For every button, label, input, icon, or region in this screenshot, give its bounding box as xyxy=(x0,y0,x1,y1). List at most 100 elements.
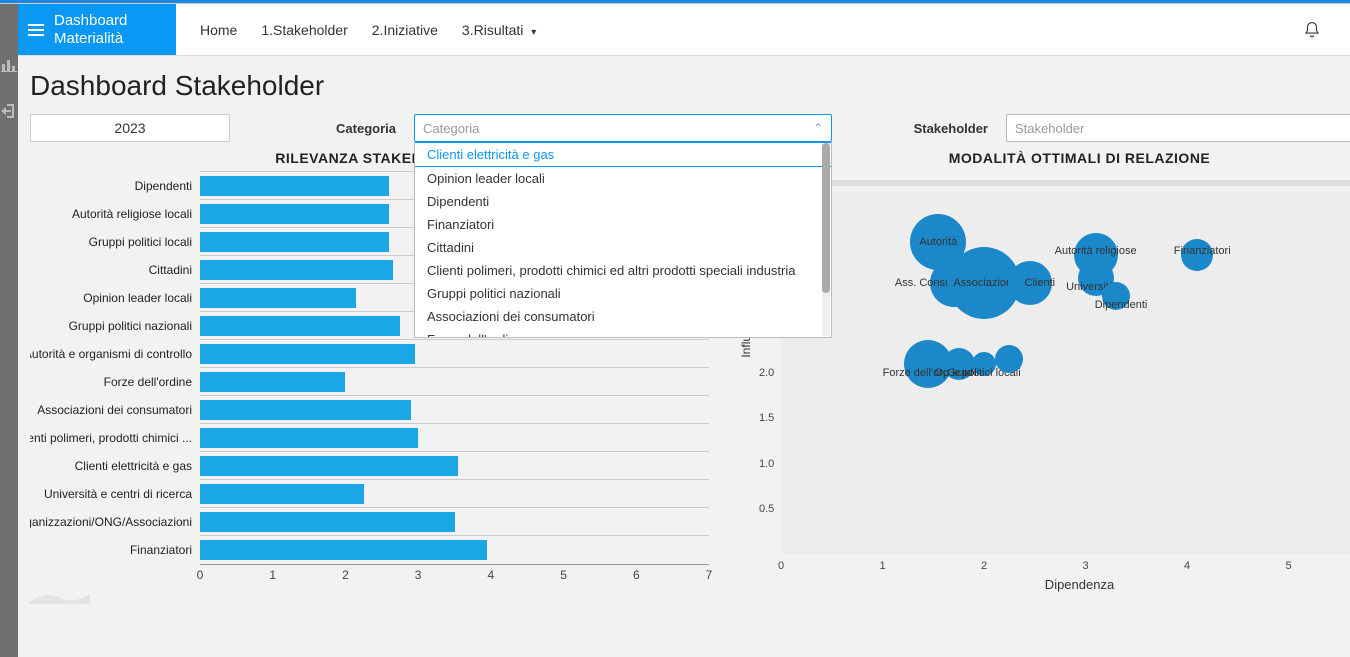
bar-category-label: Forze dell'ordine xyxy=(30,368,192,396)
scatter-bubble-label: Autorità religiose xyxy=(1055,245,1137,257)
scatter-y-tick: 0.5 xyxy=(759,503,774,515)
chevron-down-icon: ▾ xyxy=(531,27,536,38)
scatter-x-tick: 4 xyxy=(1184,560,1190,572)
scatter-bubble-label: Finanziatori xyxy=(1174,245,1231,257)
categoria-label: Categoria xyxy=(306,121,396,136)
categoria-option[interactable]: Cittadini xyxy=(415,236,831,259)
categoria-option[interactable]: Associazioni dei consumatori xyxy=(415,305,831,328)
bar-row xyxy=(200,480,709,508)
nav-risultati[interactable]: 3.Risultati ▾ xyxy=(462,22,536,38)
bar[interactable] xyxy=(200,484,364,504)
chart-icon[interactable] xyxy=(0,56,18,74)
left-rail xyxy=(0,4,18,657)
categoria-option[interactable]: Clienti elettricità e gas xyxy=(415,142,831,167)
scatter-x-tick: 5 xyxy=(1285,560,1291,572)
nav: Home 1.Stakeholder 2.Iniziative 3.Risult… xyxy=(176,4,536,55)
bar-row xyxy=(200,536,709,564)
bar[interactable] xyxy=(200,372,345,392)
nav-iniziative[interactable]: 2.Iniziative xyxy=(372,22,438,38)
bar-category-label: Associazioni dei consumatori xyxy=(30,396,192,424)
bar[interactable] xyxy=(200,176,389,196)
categoria-option[interactable]: Dipendenti xyxy=(415,190,831,213)
scatter-bubble-label: Dipendenti xyxy=(1095,299,1148,311)
stakeholder-placeholder: Stakeholder xyxy=(1015,121,1084,136)
hamburger-icon[interactable] xyxy=(28,24,44,36)
bar-row xyxy=(200,424,709,452)
stakeholder-select[interactable]: Stakeholder ⌄ xyxy=(1006,114,1350,142)
bar[interactable] xyxy=(200,428,418,448)
bar-category-label: Autorità e organismi di controllo xyxy=(30,340,192,368)
bar-x-tick: 4 xyxy=(488,568,495,582)
categoria-option[interactable]: Opinion leader locali xyxy=(415,167,831,190)
bar-category-label: Università e centri di ricerca xyxy=(30,480,192,508)
bar-category-label: Clienti elettricità e gas xyxy=(30,452,192,480)
scatter-y-tick: 2.0 xyxy=(759,367,774,379)
bar-row xyxy=(200,452,709,480)
scatter-x-tick: 1 xyxy=(879,560,885,572)
brand-line2: Materialità xyxy=(54,30,127,48)
bar-x-tick: 2 xyxy=(342,568,349,582)
categoria-option[interactable]: Forze dell'ordine xyxy=(415,328,831,338)
stakeholder-label: Stakeholder xyxy=(908,121,988,136)
nav-home[interactable]: Home xyxy=(200,22,237,38)
bar-row xyxy=(200,368,709,396)
scatter-y-tick: 1.0 xyxy=(759,458,774,470)
bar-x-tick: 3 xyxy=(415,568,422,582)
categoria-option[interactable]: Gruppi politici nazionali xyxy=(415,282,831,305)
nav-stakeholder[interactable]: 1.Stakeholder xyxy=(261,22,347,38)
notifications-icon[interactable] xyxy=(1303,21,1321,39)
bar-x-tick: 5 xyxy=(560,568,567,582)
bar-row xyxy=(200,340,709,368)
bar-category-label: Dipendenti xyxy=(30,172,192,200)
chevron-up-icon: ⌃ xyxy=(813,121,823,135)
dropdown-scrollbar[interactable] xyxy=(822,143,830,336)
bar[interactable] xyxy=(200,344,415,364)
year-filter[interactable]: 2023 xyxy=(30,114,230,142)
page-title: Dashboard Stakeholder xyxy=(30,70,1350,102)
bar-category-label: Opinion leader locali xyxy=(30,284,192,312)
bar-x-tick: 0 xyxy=(197,568,204,582)
bar[interactable] xyxy=(200,456,458,476)
scatter-x-range[interactable] xyxy=(781,180,1350,186)
scatter-bubble-label: Clienti xyxy=(1025,277,1056,289)
bar-category-label: Autorità religiose locali xyxy=(30,200,192,228)
topbar: Dashboard Materialità Home 1.Stakeholder… xyxy=(18,4,1350,56)
bar-category-label: Finanziatori xyxy=(30,536,192,564)
bar-category-label: Clienti polimeri, prodotti chimici ... xyxy=(30,424,192,452)
bar-x-tick: 1 xyxy=(269,568,276,582)
bar-x-tick: 6 xyxy=(633,568,640,582)
categoria-option[interactable]: Clienti polimeri, prodotti chimici ed al… xyxy=(415,259,831,282)
bar-category-label: Cittadini xyxy=(30,256,192,284)
logout-icon[interactable] xyxy=(0,102,18,120)
categoria-select[interactable]: Categoria ⌃ xyxy=(414,114,832,142)
brand-line1: Dashboard xyxy=(54,12,127,30)
bar[interactable] xyxy=(200,540,487,560)
scatter-bubble[interactable] xyxy=(995,345,1023,373)
scatter-x-tick: 2 xyxy=(981,560,987,572)
bar-row xyxy=(200,396,709,424)
categoria-dropdown: Clienti elettricità e gasOpinion leader … xyxy=(414,142,832,338)
categoria-placeholder: Categoria xyxy=(423,121,479,136)
bar[interactable] xyxy=(200,512,455,532)
scatter-x-tick: 3 xyxy=(1082,560,1088,572)
scatter-y-tick: 1.5 xyxy=(759,412,774,424)
scatter-bubble-label: Autorità xyxy=(919,236,957,248)
year-value: 2023 xyxy=(114,120,145,136)
bar[interactable] xyxy=(200,232,389,252)
bar-range-slider[interactable] xyxy=(30,590,90,604)
bar-x-tick: 7 xyxy=(706,568,713,582)
bar[interactable] xyxy=(200,316,400,336)
brand[interactable]: Dashboard Materialità xyxy=(18,4,176,55)
bar-row xyxy=(200,508,709,536)
bar-category-label: Gruppi politici locali xyxy=(30,228,192,256)
scatter-bubble-label: Associazioni xyxy=(953,277,1014,289)
scatter-x-label: Dipendenza xyxy=(1045,577,1114,592)
bar[interactable] xyxy=(200,260,393,280)
scatter-x-tick: 0 xyxy=(778,560,784,572)
bar[interactable] xyxy=(200,400,411,420)
bar[interactable] xyxy=(200,204,389,224)
categoria-option[interactable]: Finanziatori xyxy=(415,213,831,236)
bar-category-label: Organizzazioni/ONG/Associazioni xyxy=(30,508,192,536)
bar[interactable] xyxy=(200,288,356,308)
nav-risultati-label: 3.Risultati xyxy=(462,22,523,38)
